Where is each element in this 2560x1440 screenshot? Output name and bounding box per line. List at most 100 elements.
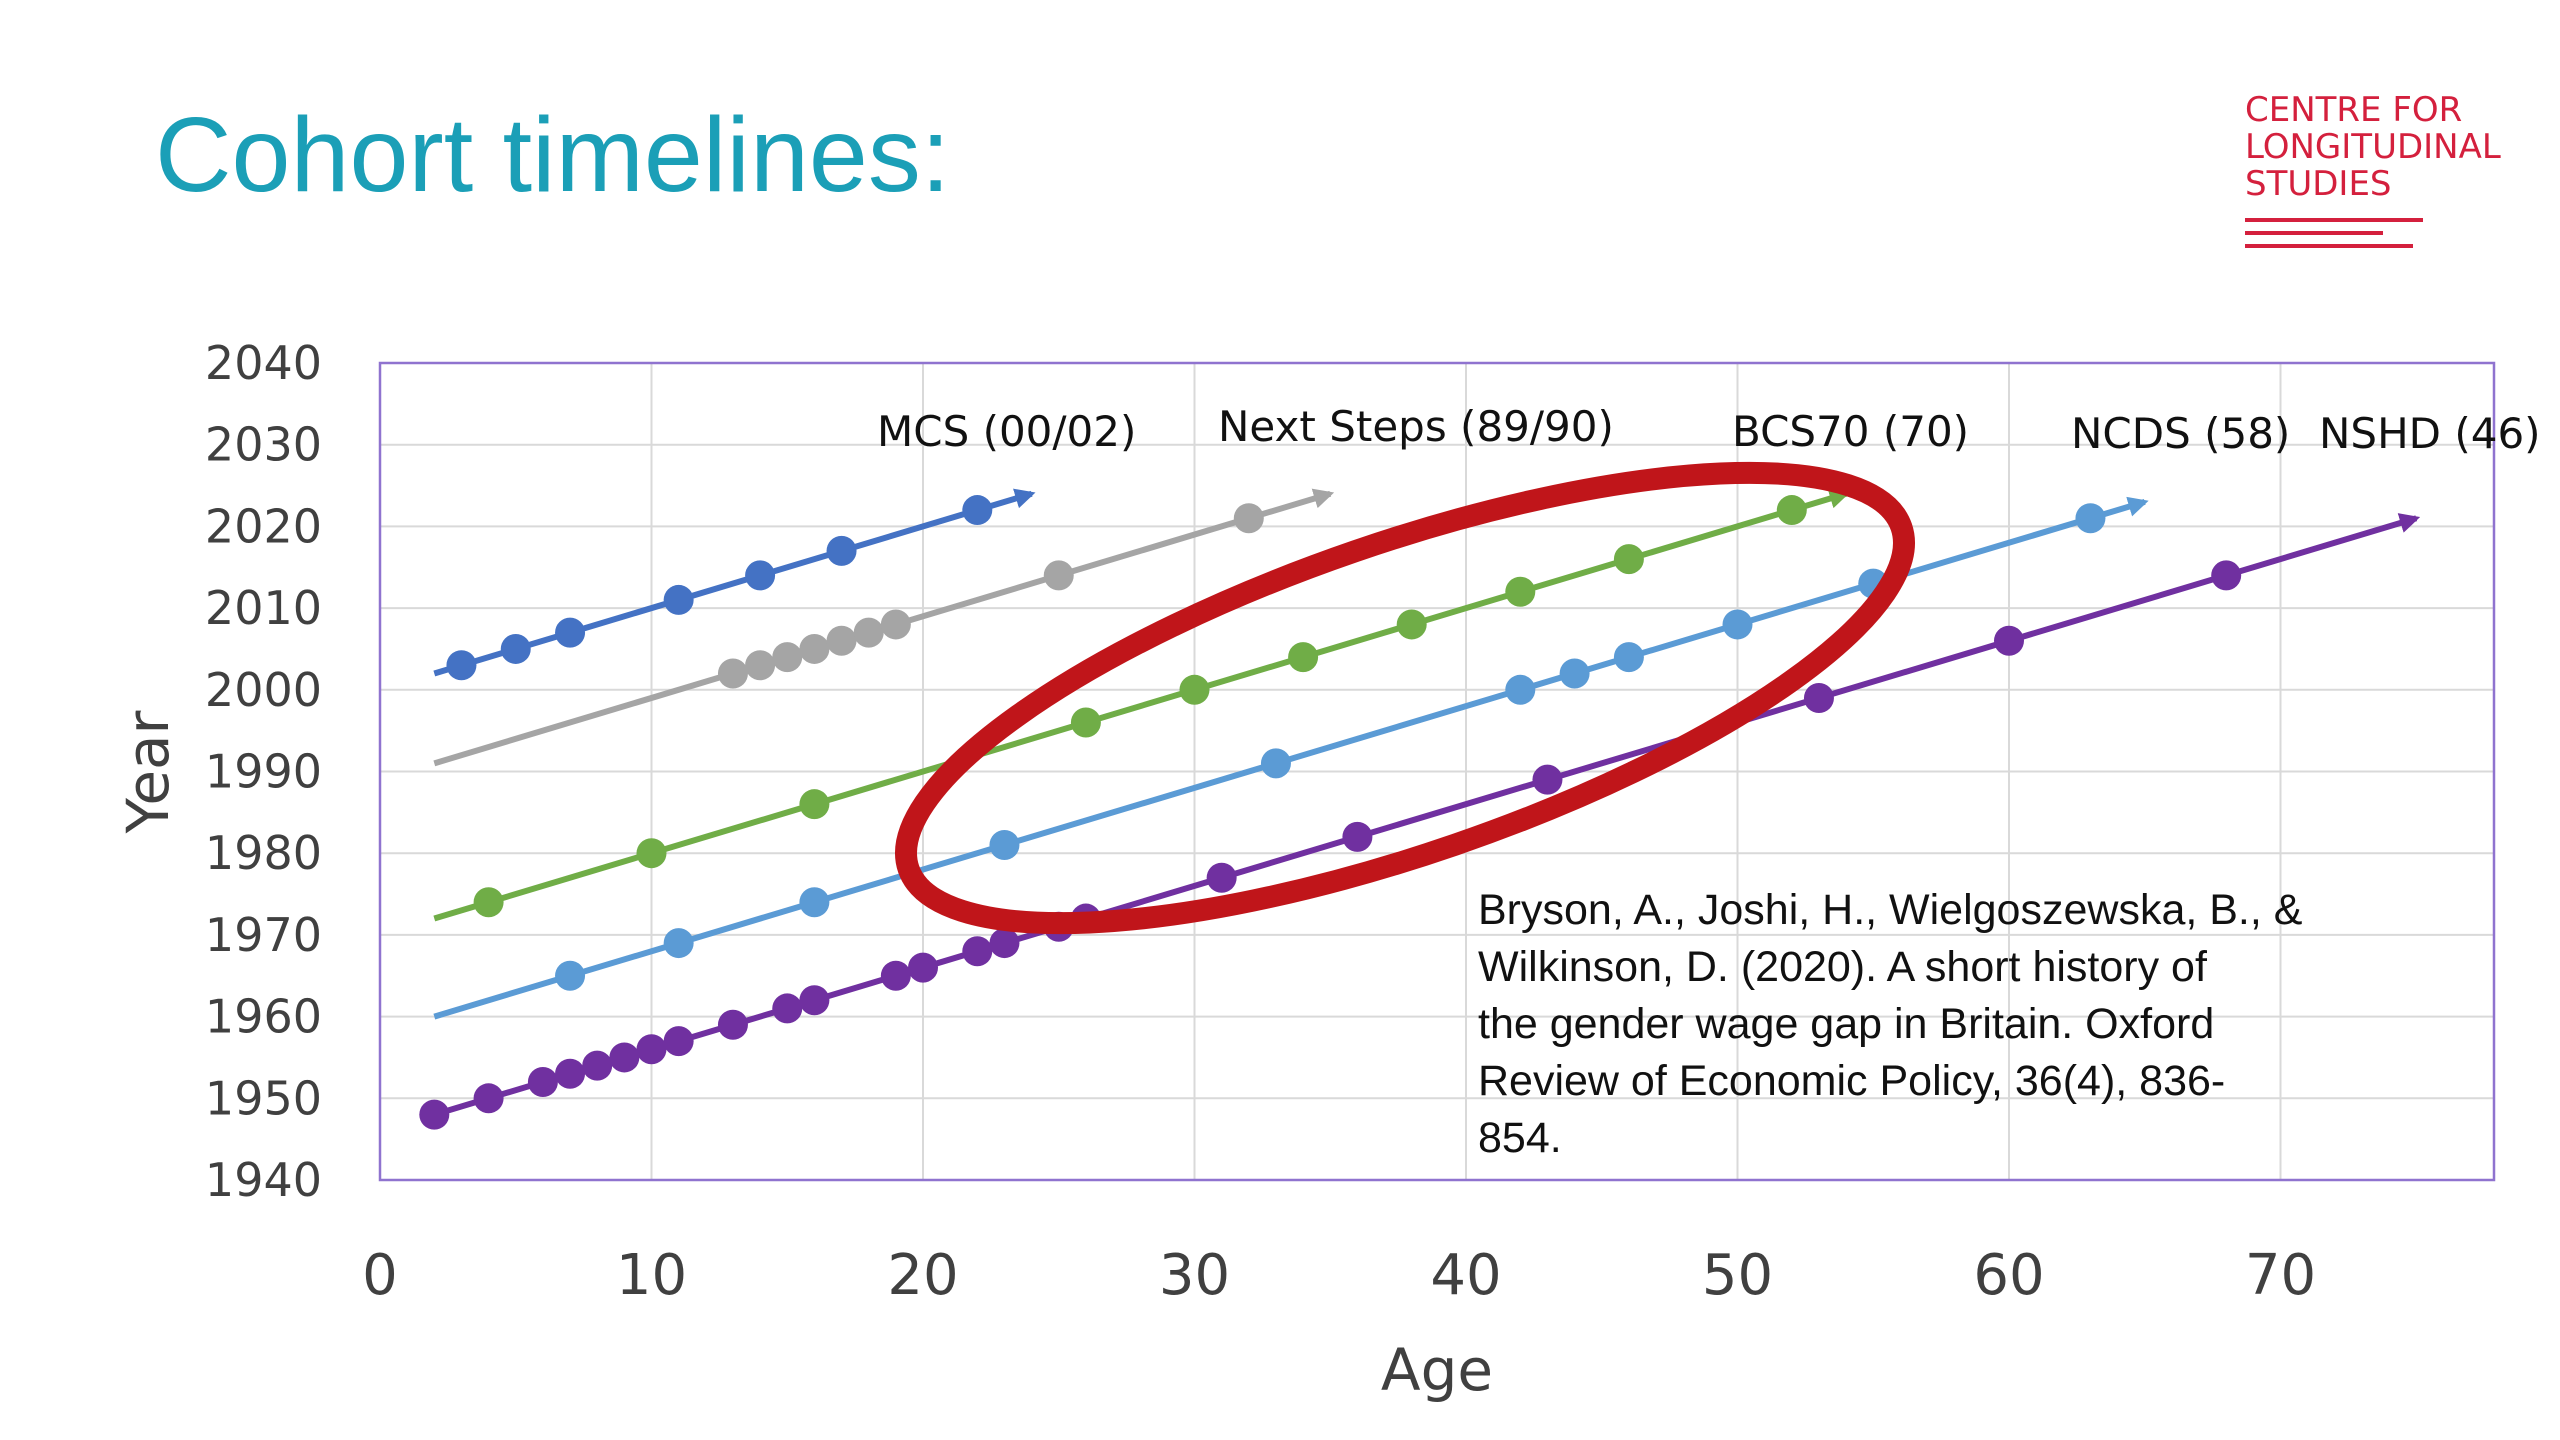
cls-logo: CENTRE FOR LONGITUDINAL STUDIES: [2245, 92, 2525, 203]
data-point: [908, 952, 938, 983]
data-point: [663, 928, 694, 959]
y-tick-label: 2040: [205, 336, 322, 390]
data-point: [962, 495, 993, 526]
data-point: [880, 960, 911, 991]
y-tick-label: 1940: [205, 1153, 322, 1207]
data-point: [555, 617, 586, 648]
data-point: [989, 928, 1020, 959]
data-point: [663, 1026, 694, 1057]
data-point: [555, 960, 586, 991]
y-tick-label: 2010: [205, 581, 322, 635]
data-point: [989, 830, 1020, 861]
data-point: [717, 1009, 748, 1040]
data-point: [1288, 642, 1319, 673]
data-point: [1505, 576, 1536, 607]
series-3: [433, 496, 2149, 1020]
data-point: [663, 584, 694, 615]
data-point: [1396, 609, 1427, 640]
data-point: [1233, 503, 1264, 534]
data-point: [853, 617, 884, 648]
y-tick-label: 1960: [205, 990, 322, 1044]
highlight-ellipse: [895, 461, 1915, 935]
citation-text: Bryson, A., Joshi, H., Wielgoszewska, B.…: [1478, 886, 2303, 1162]
chart-series: [419, 488, 2421, 1130]
data-point: [527, 1066, 558, 1097]
page-title: Cohort timelines:: [155, 96, 951, 214]
y-tick-label: 1950: [205, 1071, 322, 1125]
data-point: [636, 838, 667, 869]
data-point: [799, 633, 830, 664]
data-point: [1043, 560, 1074, 591]
y-tick-label: 1970: [205, 908, 322, 962]
data-point: [582, 1050, 613, 1081]
data-point: [880, 609, 911, 640]
x-tick-label: 10: [616, 1243, 687, 1308]
data-point: [826, 535, 857, 566]
series-label: Next Steps (89/90): [1218, 402, 1614, 451]
data-point: [1532, 764, 1563, 795]
series-label: BCS70 (70): [1732, 407, 1969, 456]
data-point: [2211, 560, 2242, 591]
logo-rules: [2245, 218, 2423, 257]
series-label: NCDS (58): [2071, 409, 2290, 458]
data-point: [473, 887, 504, 918]
data-point: [446, 650, 477, 681]
y-tick-label: 1980: [205, 826, 322, 880]
x-tick-label: 50: [1702, 1243, 1773, 1308]
x-tick-label: 60: [1973, 1243, 2044, 1308]
data-point: [1070, 707, 1101, 738]
plot-border: [378, 361, 2496, 1182]
data-point: [1613, 544, 1644, 575]
y-tick-label: 2000: [205, 663, 322, 717]
x-axis-title: Age: [1381, 1336, 1493, 1404]
series-line: [433, 488, 1851, 922]
data-point: [1179, 674, 1210, 705]
data-point: [962, 936, 993, 967]
data-point: [1613, 642, 1644, 673]
data-point: [1559, 658, 1590, 689]
x-tick-label: 0: [362, 1243, 398, 1308]
series-2: [433, 488, 1851, 922]
data-point: [772, 993, 803, 1024]
series-line: [433, 513, 2421, 1118]
data-point: [1776, 495, 1807, 526]
series-label: NSHD (46): [2319, 409, 2541, 458]
y-tick-label: 1990: [205, 745, 322, 799]
data-point: [1994, 625, 2024, 656]
data-point: [1206, 862, 1237, 893]
logo-rule-2: [2245, 231, 2383, 235]
logo-rule-3: [2245, 244, 2413, 248]
y-tick-label: 2030: [205, 418, 322, 472]
data-point: [1260, 748, 1291, 779]
data-point: [609, 1042, 640, 1073]
data-point: [826, 625, 857, 656]
data-point: [799, 789, 830, 820]
data-point: [2075, 503, 2106, 534]
x-tick-label: 40: [1430, 1243, 1501, 1308]
logo-line-3: STUDIES: [2245, 164, 2392, 204]
chart-axes: 1940195019601970198019902000201020202030…: [114, 336, 2496, 1404]
data-point: [419, 1099, 450, 1130]
series-1: [433, 488, 1335, 767]
logo-line-1: CENTRE FOR: [2245, 90, 2463, 130]
data-point: [799, 887, 830, 918]
y-tick-label: 2020: [205, 499, 322, 553]
series-labels: MCS (00/02) Next Steps (89/90) BCS70 (70) N…: [877, 402, 2541, 458]
series-4: [419, 513, 2421, 1130]
y-axis-title: Year: [114, 710, 182, 834]
data-point: [473, 1083, 504, 1114]
logo-rule-1: [2245, 218, 2423, 222]
x-tick-label: 70: [2245, 1243, 2316, 1308]
data-point: [500, 633, 531, 664]
data-point: [555, 1058, 586, 1089]
data-point: [636, 1034, 667, 1065]
data-point: [772, 642, 803, 673]
logo-line-2: LONGITUDINAL: [2245, 127, 2501, 167]
series-0: [433, 488, 1036, 681]
x-tick-label: 20: [887, 1243, 958, 1308]
data-point: [799, 985, 830, 1016]
data-point: [1505, 674, 1536, 705]
series-label: MCS (00/02): [877, 407, 1136, 456]
data-point: [1722, 609, 1753, 640]
